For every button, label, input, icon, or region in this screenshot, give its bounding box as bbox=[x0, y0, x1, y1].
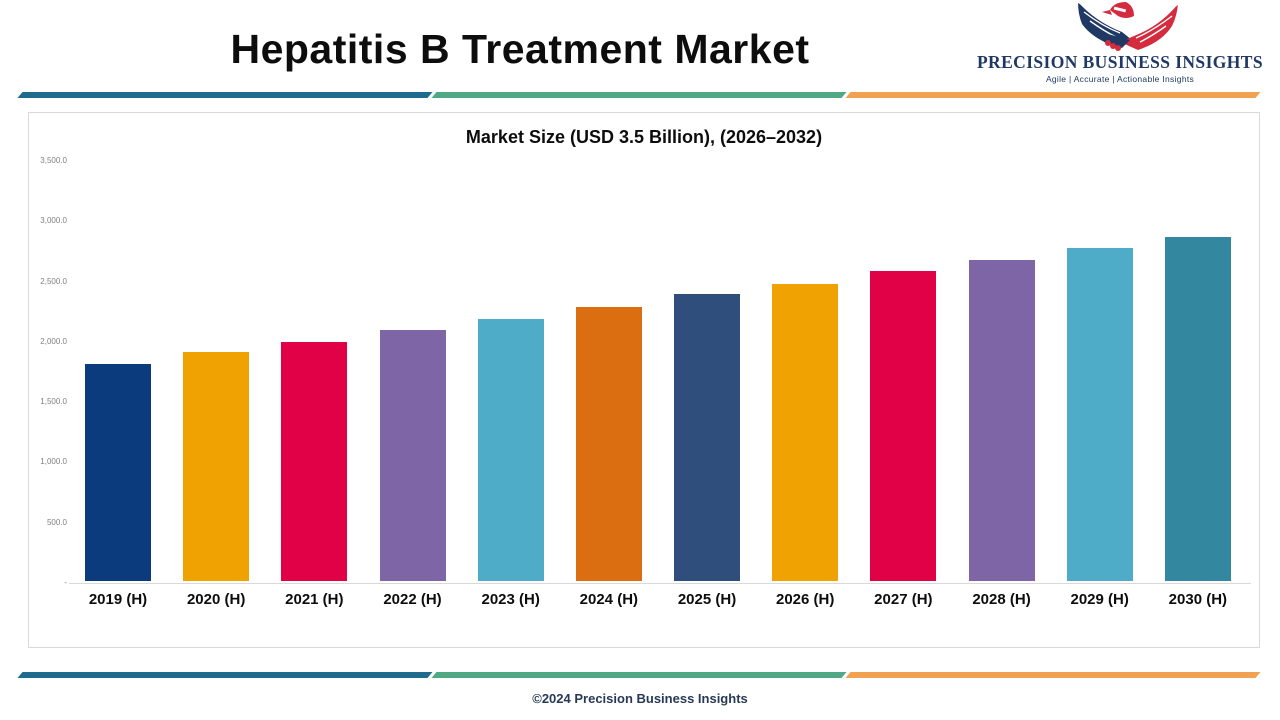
x-axis-label: 2025 (H) bbox=[677, 591, 737, 608]
x-axis-line bbox=[69, 583, 1251, 584]
y-tick-label: 3,500.0 bbox=[40, 156, 67, 165]
y-tick-label: 1,500.0 bbox=[40, 397, 67, 407]
x-axis-label: 2019 (H) bbox=[88, 591, 148, 608]
bar-2020 bbox=[183, 351, 250, 581]
divider-segment-blue bbox=[17, 672, 433, 678]
x-axis-label: 2029 (H) bbox=[1070, 591, 1129, 608]
x-axis-label: 2021 (H) bbox=[285, 591, 344, 608]
x-axis-label: 2028 (H) bbox=[972, 591, 1031, 608]
bar-2030 bbox=[1164, 237, 1231, 581]
y-tick-label: 500.0 bbox=[46, 517, 67, 527]
x-axis-label: 2024 (H) bbox=[579, 591, 639, 608]
chart-title: Market Size (USD 3.5 Billion), (2026–203… bbox=[465, 127, 823, 147]
y-tick-label: 2,500.0 bbox=[40, 276, 67, 286]
bar-2027 bbox=[870, 271, 937, 581]
bar-2024 bbox=[575, 307, 642, 581]
divider-segment-orange bbox=[845, 672, 1261, 678]
y-tick-label: 2,000.0 bbox=[40, 336, 67, 346]
chart-panel: Market Size (USD 3.5 Billion), (2026–203… bbox=[28, 112, 1260, 648]
pbi-eagle-logo-icon bbox=[1077, 1, 1179, 51]
company-logo: PRECISION BUSINESS INSIGHTS Agile | Accu… bbox=[970, 0, 1270, 88]
bar-2019 bbox=[85, 363, 151, 581]
x-axis-label: 2027 (H) bbox=[874, 591, 933, 608]
divider-segment-green bbox=[431, 672, 847, 678]
bar-2022 bbox=[379, 330, 446, 581]
divider-segment-blue bbox=[17, 92, 433, 98]
top-divider bbox=[17, 92, 1261, 98]
y-tick-label: - bbox=[64, 578, 67, 587]
copyright-text: ©2024 Precision Business Insights bbox=[532, 691, 748, 706]
y-tick-label: 1,000.0 bbox=[40, 457, 67, 467]
x-axis-label: 2023 (H) bbox=[481, 591, 540, 608]
x-axis-label: 2020 (H) bbox=[186, 591, 246, 608]
bar-2026 bbox=[772, 284, 839, 581]
logo-company-name: PRECISION BUSINESS INSIGHTS bbox=[976, 52, 1264, 72]
logo-tagline: Agile | Accurate | Actionable Insights bbox=[1045, 74, 1195, 84]
bar-2028 bbox=[968, 260, 1035, 581]
x-axis-label: 2030 (H) bbox=[1168, 591, 1228, 608]
page-title: Hepatitis B Treatment Market bbox=[230, 26, 810, 72]
bar-2023 bbox=[477, 319, 544, 581]
bar-2025 bbox=[674, 294, 741, 581]
bottom-divider bbox=[17, 672, 1261, 678]
divider-segment-green bbox=[431, 92, 847, 98]
x-axis-label: 2022 (H) bbox=[383, 591, 442, 608]
bar-2029 bbox=[1066, 248, 1133, 581]
divider-segment-orange bbox=[845, 92, 1261, 98]
bar-2021 bbox=[281, 342, 348, 581]
x-axis-label: 2026 (H) bbox=[776, 591, 835, 608]
y-tick-label: 3,000.0 bbox=[40, 216, 67, 226]
